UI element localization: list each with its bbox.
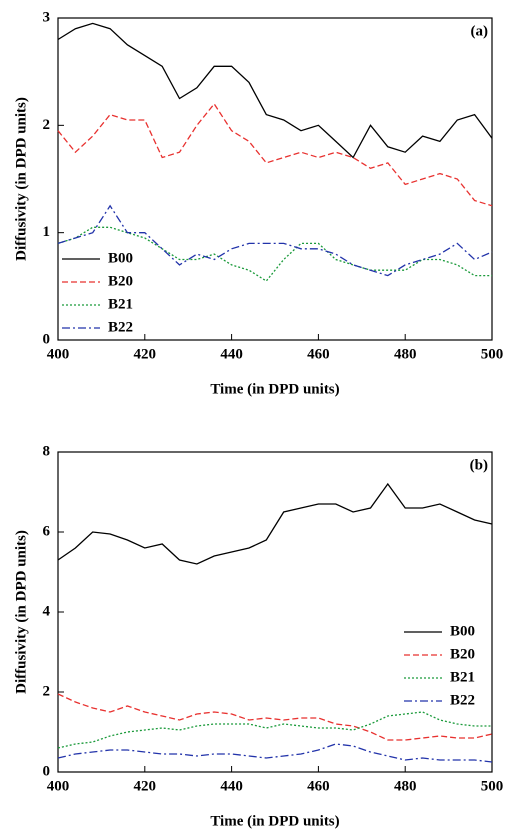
x-tick-label: 440 <box>220 778 243 794</box>
legend-label: B20 <box>108 273 133 289</box>
x-tick-label: 480 <box>394 346 417 362</box>
x-tick-label: 500 <box>481 346 504 362</box>
series-line <box>57 482 493 565</box>
annotation: (a) <box>471 23 489 39</box>
series-line <box>57 743 493 763</box>
plot-frame <box>57 451 493 773</box>
legend-label: B22 <box>108 319 133 335</box>
y-tick-label: 2 <box>43 117 51 133</box>
annotation: (b) <box>470 457 488 473</box>
x-tick-label: 460 <box>307 778 330 794</box>
series-line <box>57 711 492 749</box>
x-tick-label: 400 <box>47 778 70 794</box>
legend-label: B22 <box>450 692 475 708</box>
legend-label: B21 <box>450 669 475 685</box>
y-tick-label: 4 <box>43 603 51 619</box>
x-tick-label: 500 <box>481 778 504 794</box>
x-tick-label: 480 <box>394 778 417 794</box>
x-axis-label: Time (in DPD units) <box>210 381 339 397</box>
y-axis-label: Diffusivity (in DPD units) <box>13 97 29 261</box>
x-tick-label: 420 <box>134 346 157 362</box>
legend-label: B00 <box>450 623 475 639</box>
y-tick-label: 2 <box>43 683 51 699</box>
y-tick-label: 0 <box>43 763 51 779</box>
series-line <box>57 204 493 277</box>
x-tick-label: 400 <box>47 346 70 362</box>
x-tick-label: 460 <box>307 346 330 362</box>
y-axis-label: Diffusivity (in DPD units) <box>13 530 29 694</box>
legend-label: B00 <box>108 250 133 266</box>
plot-frame <box>57 17 493 341</box>
y-tick-label: 0 <box>43 331 51 347</box>
series-line <box>57 22 493 159</box>
x-tick-label: 420 <box>134 778 157 794</box>
x-axis-label: Time (in DPD units) <box>210 813 339 829</box>
y-tick-label: 1 <box>43 224 51 240</box>
legend-label: B20 <box>450 646 475 662</box>
y-tick-label: 3 <box>43 9 51 25</box>
legend-label: B21 <box>108 296 133 312</box>
x-tick-label: 440 <box>220 346 243 362</box>
series-line <box>57 226 492 282</box>
series-line <box>57 693 493 741</box>
y-tick-label: 8 <box>43 443 51 459</box>
y-tick-label: 6 <box>43 523 51 539</box>
series-line <box>57 102 493 207</box>
